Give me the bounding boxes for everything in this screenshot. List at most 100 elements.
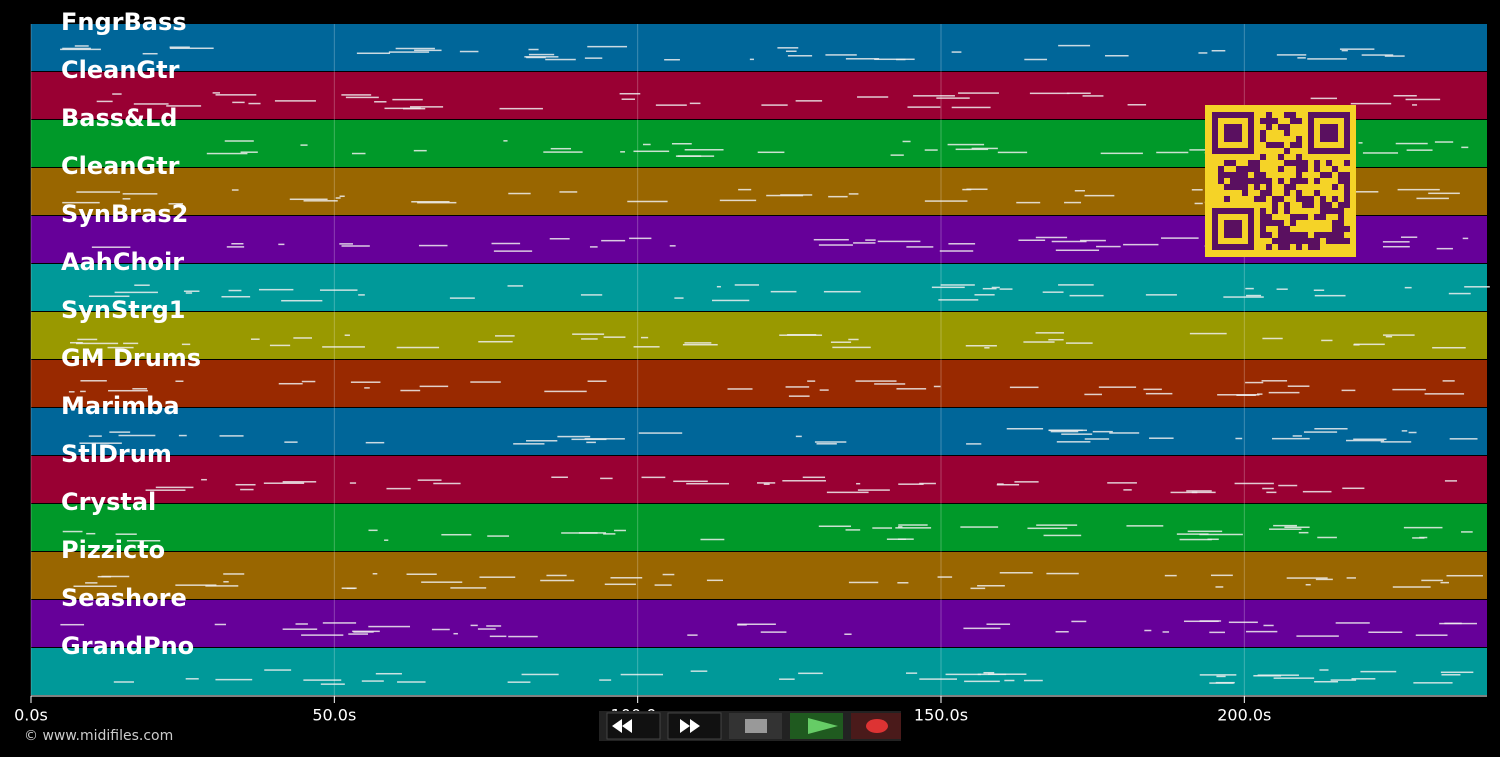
qr-cell xyxy=(1296,142,1302,148)
note xyxy=(79,442,122,444)
note xyxy=(201,478,207,481)
qr-cell xyxy=(1332,184,1338,190)
qr-cell xyxy=(1344,184,1350,190)
note xyxy=(1393,94,1417,97)
qr-cell xyxy=(1248,160,1254,166)
note xyxy=(727,388,753,390)
qr-cell xyxy=(1326,238,1332,244)
track-name: AahChoir xyxy=(61,248,184,276)
note xyxy=(178,434,187,437)
note xyxy=(664,58,680,61)
note xyxy=(344,334,350,336)
note xyxy=(991,286,1000,289)
qr-cell xyxy=(1284,226,1290,232)
note xyxy=(700,538,725,541)
qr-cell xyxy=(1266,142,1272,148)
note xyxy=(965,345,997,347)
record-button[interactable] xyxy=(851,713,901,739)
note xyxy=(419,385,449,388)
note xyxy=(301,634,344,636)
qr-cell xyxy=(1320,214,1326,220)
note xyxy=(640,336,649,339)
qr-cell xyxy=(1224,196,1230,202)
qr-cell xyxy=(1278,196,1284,202)
note xyxy=(499,107,543,110)
qr-cell xyxy=(1278,154,1284,160)
note xyxy=(818,525,852,528)
note xyxy=(388,51,430,53)
qr-cell xyxy=(1272,118,1278,124)
note xyxy=(1315,578,1333,581)
qr-cell xyxy=(1266,244,1272,250)
qr-cell xyxy=(1290,118,1296,124)
note xyxy=(528,53,555,56)
note xyxy=(690,670,708,672)
qr-cell xyxy=(1266,190,1272,196)
note xyxy=(964,680,1000,683)
note xyxy=(303,679,342,681)
note xyxy=(1432,346,1466,349)
note xyxy=(269,344,291,347)
note xyxy=(1439,622,1477,625)
note xyxy=(175,380,184,382)
play-button[interactable] xyxy=(790,713,843,739)
rewind-button[interactable] xyxy=(606,712,661,740)
note xyxy=(489,635,507,638)
qr-cell xyxy=(1236,184,1242,190)
note xyxy=(1276,54,1307,56)
qr-cell xyxy=(1296,154,1302,160)
note xyxy=(586,441,596,444)
qr-cell xyxy=(1284,184,1290,190)
note xyxy=(503,140,508,142)
note xyxy=(779,678,795,680)
qr-cell xyxy=(1284,124,1290,130)
note xyxy=(1353,438,1387,441)
stop-button[interactable] xyxy=(729,713,782,739)
note xyxy=(549,238,570,240)
note xyxy=(938,299,979,301)
qr-cell xyxy=(1272,202,1278,208)
qr-cell xyxy=(1278,124,1284,130)
note xyxy=(1246,294,1262,297)
note xyxy=(322,346,365,348)
note xyxy=(984,347,990,349)
note xyxy=(513,443,545,445)
fast-forward-button[interactable] xyxy=(667,712,722,740)
qr-finder xyxy=(1320,124,1338,142)
note xyxy=(951,51,962,53)
qr-cell xyxy=(1296,244,1302,250)
note xyxy=(1382,241,1410,243)
note xyxy=(62,201,100,204)
note xyxy=(633,150,670,153)
note xyxy=(60,48,101,51)
note xyxy=(60,623,85,626)
note xyxy=(580,294,603,296)
note xyxy=(487,535,510,537)
note xyxy=(114,291,158,294)
qr-cell xyxy=(1266,178,1272,184)
track-row xyxy=(31,360,1487,407)
note xyxy=(1392,388,1426,391)
note xyxy=(587,45,628,48)
note xyxy=(1415,634,1448,636)
note xyxy=(939,250,974,252)
note xyxy=(142,52,158,55)
qr-cell xyxy=(1290,238,1296,244)
note xyxy=(508,635,538,638)
note xyxy=(1360,670,1397,673)
note xyxy=(1023,679,1043,682)
note xyxy=(686,482,730,485)
note xyxy=(1340,191,1379,193)
note xyxy=(507,285,524,287)
note xyxy=(770,290,797,293)
note xyxy=(1092,430,1113,433)
note xyxy=(1441,674,1461,676)
note xyxy=(397,681,426,683)
qr-cell xyxy=(1242,184,1248,190)
note xyxy=(603,336,626,338)
qr-cell xyxy=(1314,178,1320,184)
note xyxy=(1186,490,1212,492)
note xyxy=(248,102,261,105)
track-row xyxy=(31,264,1487,311)
